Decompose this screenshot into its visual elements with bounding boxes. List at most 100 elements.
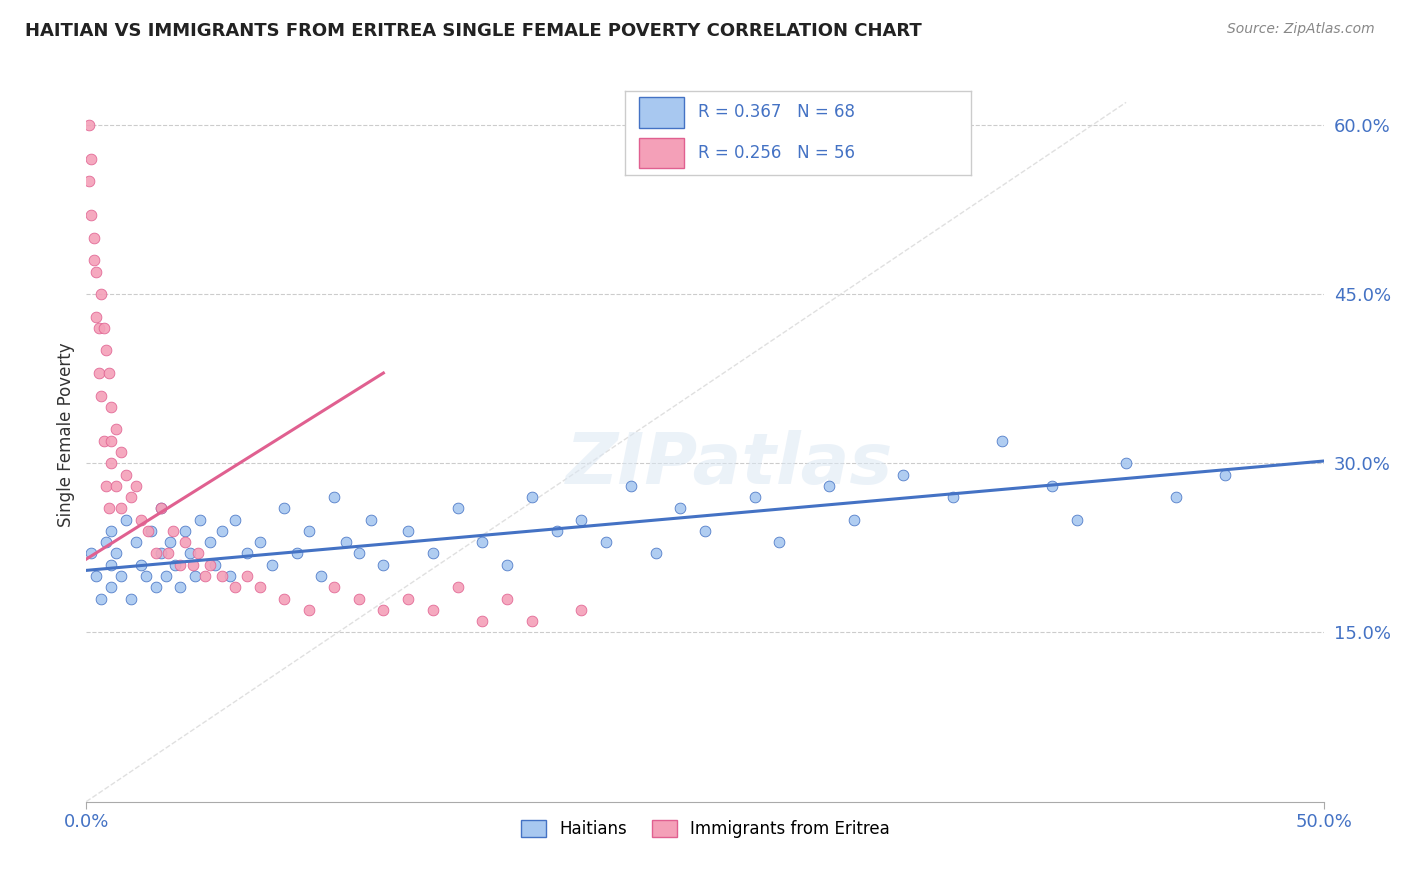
- Point: [471, 535, 494, 549]
- Point: [181, 558, 204, 572]
- Point: [298, 603, 321, 617]
- Point: [125, 479, 148, 493]
- Point: [187, 546, 209, 560]
- Point: [115, 513, 138, 527]
- Point: [1066, 513, 1088, 527]
- Point: [260, 558, 283, 572]
- Point: [80, 208, 103, 222]
- Point: [87, 321, 110, 335]
- Point: [347, 591, 370, 606]
- Point: [311, 569, 333, 583]
- Point: [211, 524, 233, 538]
- Point: [991, 434, 1014, 448]
- Point: [90, 287, 112, 301]
- Point: [942, 490, 965, 504]
- Point: [818, 479, 841, 493]
- Point: [1040, 479, 1063, 493]
- Point: [129, 513, 152, 527]
- Point: [156, 546, 179, 560]
- Point: [496, 591, 519, 606]
- Point: [169, 558, 191, 572]
- Point: [100, 400, 122, 414]
- Point: [891, 467, 914, 482]
- Point: [94, 343, 117, 358]
- Text: Source: ZipAtlas.com: Source: ZipAtlas.com: [1227, 22, 1375, 37]
- Point: [100, 580, 122, 594]
- Point: [219, 569, 242, 583]
- Point: [422, 603, 444, 617]
- Point: [322, 490, 344, 504]
- Point: [97, 366, 120, 380]
- Point: [84, 264, 107, 278]
- Point: [496, 558, 519, 572]
- Point: [149, 501, 172, 516]
- Point: [644, 546, 666, 560]
- Point: [236, 546, 259, 560]
- Point: [1164, 490, 1187, 504]
- Point: [94, 535, 117, 549]
- Point: [768, 535, 790, 549]
- Point: [105, 422, 128, 436]
- Point: [571, 603, 593, 617]
- Point: [422, 546, 444, 560]
- Point: [373, 603, 395, 617]
- Point: [1115, 456, 1137, 470]
- Point: [347, 546, 370, 560]
- Point: [322, 580, 344, 594]
- Point: [194, 569, 217, 583]
- Point: [120, 490, 142, 504]
- Point: [100, 456, 122, 470]
- Point: [105, 546, 128, 560]
- Point: [125, 535, 148, 549]
- Point: [273, 591, 295, 606]
- Point: [77, 174, 100, 188]
- Point: [100, 434, 122, 448]
- Point: [224, 513, 246, 527]
- Point: [83, 230, 105, 244]
- Point: [373, 558, 395, 572]
- Point: [100, 524, 122, 538]
- Point: [90, 591, 112, 606]
- Point: [298, 524, 321, 538]
- Point: [273, 501, 295, 516]
- Point: [842, 513, 865, 527]
- Point: [471, 614, 494, 628]
- Point: [211, 569, 233, 583]
- Point: [224, 580, 246, 594]
- Point: [105, 479, 128, 493]
- Point: [145, 546, 167, 560]
- Point: [595, 535, 617, 549]
- Point: [97, 501, 120, 516]
- Point: [204, 558, 226, 572]
- Point: [149, 546, 172, 560]
- Point: [184, 569, 207, 583]
- Point: [80, 546, 103, 560]
- Point: [620, 479, 643, 493]
- Point: [1213, 467, 1236, 482]
- Point: [139, 524, 162, 538]
- Point: [162, 524, 184, 538]
- Point: [174, 524, 197, 538]
- Point: [198, 535, 221, 549]
- Point: [236, 569, 259, 583]
- Point: [179, 546, 201, 560]
- Point: [155, 569, 177, 583]
- Point: [174, 535, 197, 549]
- Point: [169, 580, 191, 594]
- Point: [120, 591, 142, 606]
- Point: [744, 490, 766, 504]
- Point: [335, 535, 357, 549]
- Point: [115, 467, 138, 482]
- Point: [149, 501, 172, 516]
- Legend: Haitians, Immigrants from Eritrea: Haitians, Immigrants from Eritrea: [515, 813, 897, 845]
- Point: [84, 310, 107, 324]
- Point: [520, 490, 543, 504]
- Point: [571, 513, 593, 527]
- Point: [285, 546, 308, 560]
- Point: [145, 580, 167, 594]
- Point: [83, 253, 105, 268]
- Point: [396, 591, 419, 606]
- Point: [546, 524, 568, 538]
- Point: [396, 524, 419, 538]
- Point: [87, 366, 110, 380]
